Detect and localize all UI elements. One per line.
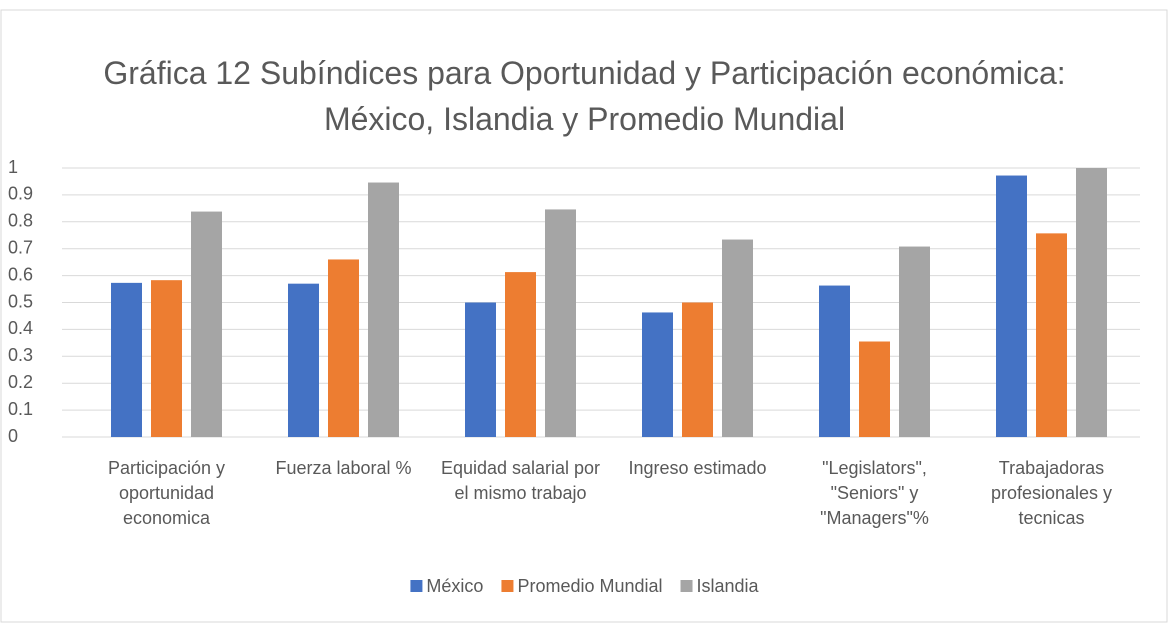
x-tick-label: Equidad salarial por el mismo trabajo <box>440 458 601 503</box>
x-tick-label: Participación y oportunidad economica <box>107 458 226 528</box>
chart-title: Gráfica 12 Subíndices para Oportunidad y… <box>103 55 1066 137</box>
bar <box>899 246 930 437</box>
y-tick-label: 0.7 <box>8 237 33 257</box>
y-tick-label: 0.4 <box>8 318 33 338</box>
bar <box>1036 233 1067 437</box>
bar <box>288 283 319 437</box>
legend-label: México <box>426 576 483 596</box>
bar <box>465 302 496 437</box>
legend-label: Islandia <box>697 576 760 596</box>
bar <box>722 239 753 437</box>
y-tick-label: 0.1 <box>8 399 33 419</box>
y-tick-label: 0.5 <box>8 291 33 311</box>
legend-swatch <box>680 580 693 592</box>
y-tick-label: 0.9 <box>8 184 33 204</box>
x-tick-label: Trabajadoras profesionales y tecnicas <box>990 458 1113 528</box>
bar <box>996 175 1027 438</box>
bar <box>151 280 182 437</box>
bar <box>1076 168 1107 437</box>
x-tick-label: Ingreso estimado <box>628 458 767 478</box>
bar <box>642 312 673 437</box>
x-tick-label: Fuerza laboral % <box>275 458 412 478</box>
bar <box>505 272 536 437</box>
bar <box>859 341 890 437</box>
bar <box>682 302 713 437</box>
y-tick-label: 0.8 <box>8 211 33 231</box>
legend-label: Promedio Mundial <box>517 576 662 596</box>
bar <box>328 259 359 437</box>
bar <box>111 282 142 437</box>
bar <box>191 211 222 437</box>
y-tick-label: 0 <box>8 426 18 446</box>
bar <box>368 182 399 437</box>
x-tick-label: "Legislators", "Seniors" y "Managers"% <box>820 458 929 528</box>
legend-swatch <box>410 580 423 592</box>
bar <box>545 209 576 437</box>
y-tick-label: 1 <box>8 157 18 177</box>
legend-swatch <box>501 580 514 592</box>
y-tick-label: 0.3 <box>8 345 33 365</box>
y-tick-label: 0.6 <box>8 264 33 284</box>
y-tick-label: 0.2 <box>8 372 33 392</box>
bar <box>819 285 850 437</box>
